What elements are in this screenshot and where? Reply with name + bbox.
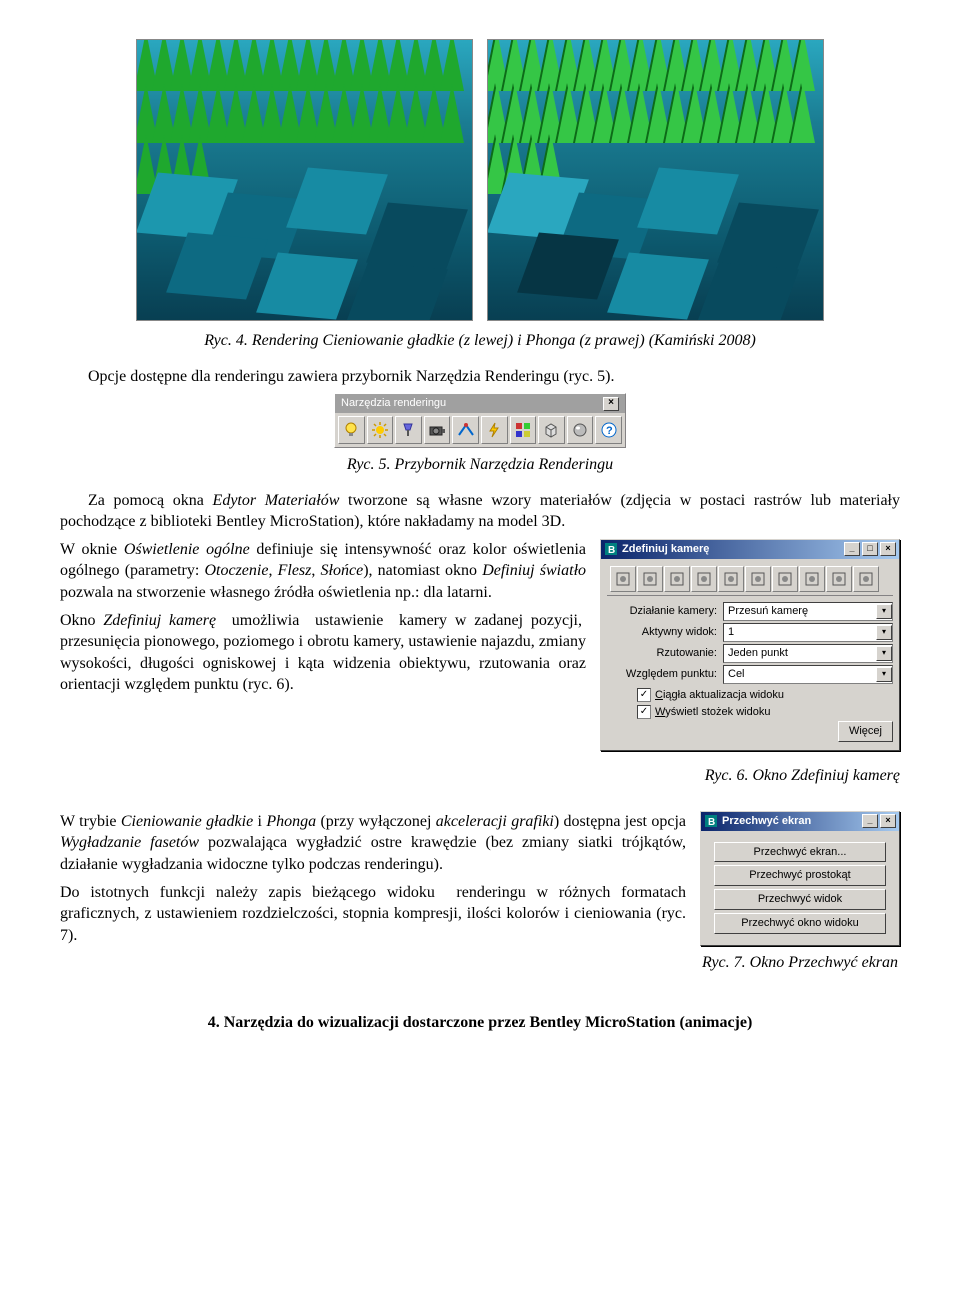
checkbox-row: ✓ Ciągła aktualizacja widoku <box>637 688 893 703</box>
define-camera-dialog: B Zdefiniuj kamerę _ □ × Działanie kamer… <box>600 539 900 751</box>
figure6-caption: Ryc. 6. Okno Zdefiniuj kamerę <box>600 765 900 787</box>
app-icon: B <box>704 814 718 828</box>
checkbox[interactable]: ✓ <box>637 705 651 719</box>
dialog-title: Zdefiniuj kamerę <box>622 542 709 557</box>
field-label: Rzutowanie: <box>607 646 717 661</box>
checkbox-label: Wyświetl stożek widoku <box>655 705 770 720</box>
camera-tool-globe-icon[interactable] <box>745 566 771 592</box>
app-icon: B <box>604 542 618 556</box>
field-dropdown[interactable]: Cel▾ <box>723 665 893 684</box>
field-label: Względem punktu: <box>607 667 717 682</box>
chevron-down-icon[interactable]: ▾ <box>876 646 892 661</box>
camera-tool-lens-icon[interactable] <box>826 566 852 592</box>
svg-text:?: ? <box>606 425 613 437</box>
camera-tool-orbit-icon[interactable] <box>691 566 717 592</box>
body-para-2: W oknie Oświetlenie ogólne definiuje się… <box>60 539 586 604</box>
svg-text:B: B <box>708 817 715 828</box>
toolbar-title: Narzędzia renderingu <box>341 396 446 411</box>
capture-screen-dialog: B Przechwyć ekran _ × Przechwyć ekran...… <box>700 811 900 946</box>
camera-tool-pointer-icon[interactable] <box>610 566 636 592</box>
render-figures <box>60 40 900 320</box>
field-row: Rzutowanie: Jeden punkt▾ <box>607 644 893 663</box>
cube-icon[interactable] <box>538 416 565 444</box>
field-label: Aktywny widok: <box>607 625 717 640</box>
figure4-caption: Ryc. 4. Rendering Cieniowanie gładkie (z… <box>60 330 900 352</box>
capture-button[interactable]: Przechwyć okno widoku <box>714 913 886 934</box>
figure7-caption: Ryc. 7. Okno Przechwyć ekran <box>700 952 900 974</box>
figure5-caption: Ryc. 5. Przybornik Narzędzia Renderingu <box>60 454 900 476</box>
camera-icon[interactable] <box>424 416 451 444</box>
help-icon[interactable]: ? <box>595 416 622 444</box>
camera-tool-eye-icon[interactable] <box>799 566 825 592</box>
close-icon[interactable]: × <box>603 397 619 411</box>
camera-tool-hand-icon[interactable] <box>637 566 663 592</box>
capture-button[interactable]: Przechwyć widok <box>714 889 886 910</box>
close-icon[interactable]: × <box>880 814 896 828</box>
camera-tool-cube-icon[interactable] <box>718 566 744 592</box>
field-label: Działanie kamery: <box>607 604 717 619</box>
section-4-heading: 4. Narzędzia do wizualizacji dostarczone… <box>60 1012 900 1034</box>
more-button[interactable]: Więcej <box>838 721 893 742</box>
flash-icon[interactable] <box>481 416 508 444</box>
capture-button[interactable]: Przechwyć ekran... <box>714 842 886 863</box>
chevron-down-icon[interactable]: ▾ <box>876 604 892 619</box>
field-dropdown[interactable]: Przesuń kamerę▾ <box>723 602 893 621</box>
minimize-icon[interactable]: _ <box>844 542 860 556</box>
sphere-icon[interactable] <box>567 416 594 444</box>
maximize-icon[interactable]: □ <box>862 542 878 556</box>
figure5-intro: Opcje dostępne dla renderingu zawiera pr… <box>60 366 900 388</box>
checkbox[interactable]: ✓ <box>637 688 651 702</box>
body-para-3: Okno Zdefiniuj kamerę umożliwia ustawien… <box>60 610 586 696</box>
capture-button[interactable]: Przechwyć prostokąt <box>714 865 886 886</box>
field-row: Aktywny widok: 1▾ <box>607 623 893 642</box>
field-row: Względem punktu: Cel▾ <box>607 665 893 684</box>
rendering-toolbar: Narzędzia renderingu × ? <box>334 393 626 448</box>
field-dropdown[interactable]: 1▾ <box>723 623 893 642</box>
checkbox-label: Ciągła aktualizacja widoku <box>655 688 784 703</box>
body-para-1: Za pomocą okna Edytor Materiałów tworzon… <box>60 490 900 533</box>
body-para-5: Do istotnych funkcji należy zapis bieżąc… <box>60 882 686 947</box>
camera-tool-rotate-icon[interactable] <box>664 566 690 592</box>
minimize-icon[interactable]: _ <box>862 814 878 828</box>
lamp-icon[interactable] <box>395 416 422 444</box>
fly-icon[interactable] <box>452 416 479 444</box>
palette-icon[interactable] <box>510 416 537 444</box>
body-para-4: W trybie Cieniowanie gładkie i Phonga (p… <box>60 811 686 876</box>
sun-icon[interactable] <box>367 416 394 444</box>
light-bulb-icon[interactable] <box>338 416 365 444</box>
checkbox-row: ✓ Wyświetl stożek widoku <box>637 705 893 720</box>
field-row: Działanie kamery: Przesuń kamerę▾ <box>607 602 893 621</box>
dialog-title: Przechwyć ekran <box>722 814 811 829</box>
chevron-down-icon[interactable]: ▾ <box>876 667 892 682</box>
camera-tool-footsteps-icon[interactable] <box>853 566 879 592</box>
chevron-down-icon[interactable]: ▾ <box>876 625 892 640</box>
render-left-flat <box>137 40 472 320</box>
camera-tool-target-icon[interactable] <box>772 566 798 592</box>
field-dropdown[interactable]: Jeden punkt▾ <box>723 644 893 663</box>
close-icon[interactable]: × <box>880 542 896 556</box>
svg-text:B: B <box>608 545 615 556</box>
render-right-phong <box>488 40 823 320</box>
